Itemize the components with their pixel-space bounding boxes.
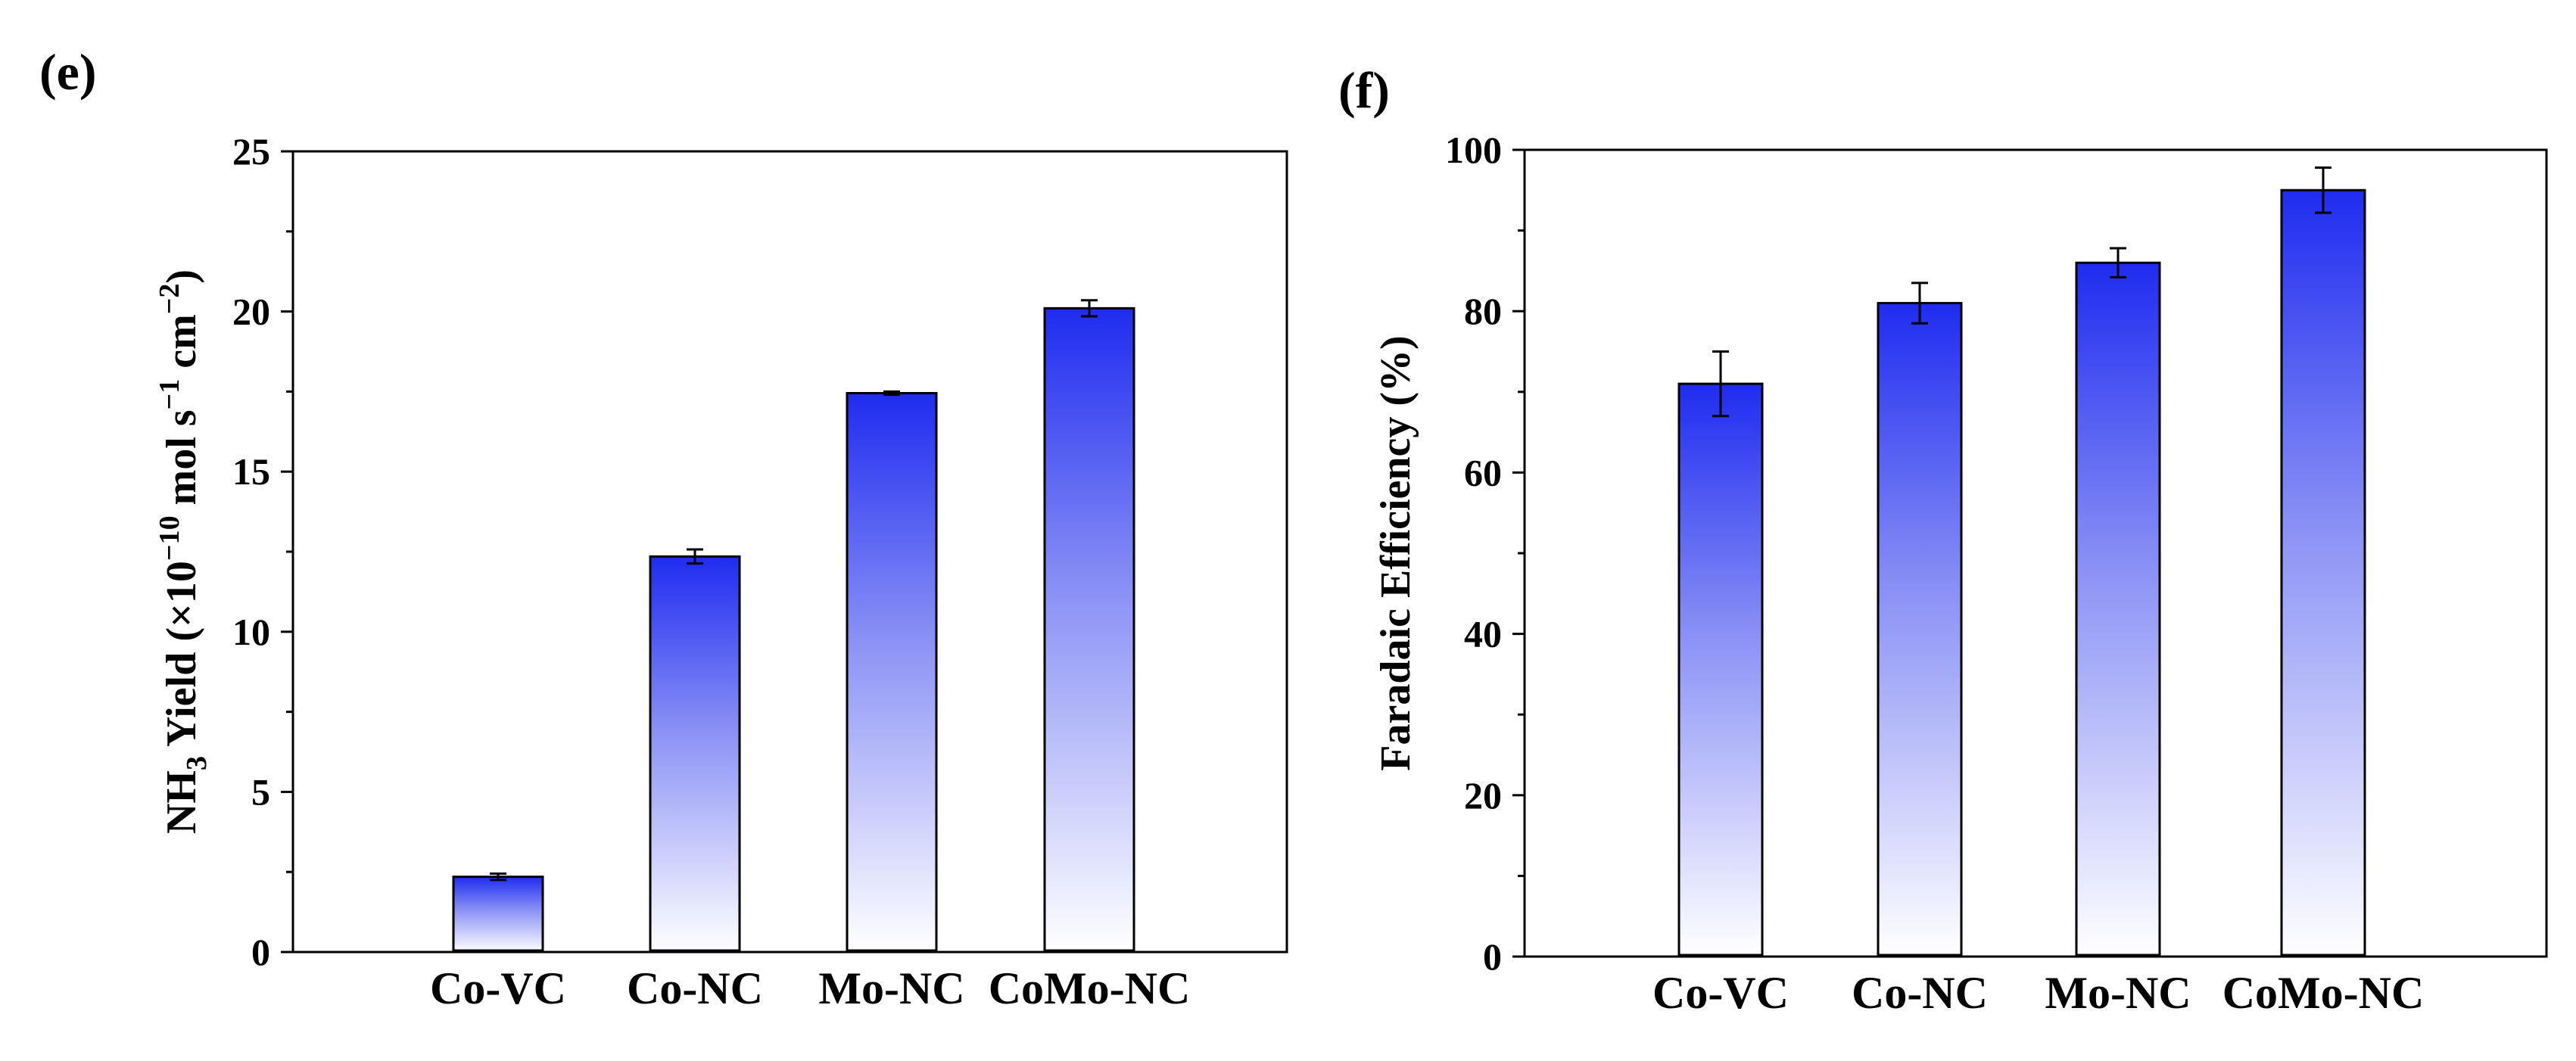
x-tick-label: Mo-NC — [2045, 968, 2191, 1018]
error-bar — [883, 390, 900, 397]
panel-label-e: (e) — [39, 43, 96, 101]
error-bar — [2315, 166, 2331, 214]
chart-panel-e: (e) 0 5 10 15 20 25 Co-VC Co-NC Mo-NC CoMo-NC NH… — [39, 43, 1288, 1013]
y-tick-label: 0 — [1483, 935, 1502, 978]
bar-co-vc — [452, 876, 544, 954]
y-tick-label: 20 — [232, 291, 270, 333]
y-axis-ticks-f: 0 20 40 60 80 100 — [1445, 129, 1525, 978]
y-tick-label: 15 — [232, 450, 270, 493]
x-tick-label: Co-NC — [1852, 968, 1988, 1018]
y-tick-label: 5 — [251, 770, 270, 813]
y-axis-ticks-e: 0 5 10 15 20 25 — [232, 130, 293, 973]
y-tick-label: 0 — [251, 931, 270, 973]
bar-co-nc — [1877, 302, 1963, 958]
x-tick-label: CoMo-NC — [2222, 968, 2425, 1018]
y-tick-label: 60 — [1464, 451, 1502, 493]
y-axis-title-e: NH3 Yield (×10−10 mol s−1 cm−2) — [154, 269, 213, 834]
y-tick-label: 10 — [232, 611, 270, 653]
bar-co-nc — [649, 555, 741, 954]
x-tick-label: Mo-NC — [818, 963, 964, 1013]
error-bar — [2110, 247, 2126, 278]
x-axis-labels-f: Co-VC Co-NC Mo-NC CoMo-NC — [1652, 968, 2424, 1018]
error-bar — [1911, 282, 1928, 325]
y-axis-title-f: Faradaic Efficiency (%) — [1372, 335, 1419, 770]
bars-f — [1677, 166, 2366, 958]
error-bar — [687, 548, 703, 565]
bar-como-nc — [1043, 306, 1135, 954]
error-bar — [1712, 350, 1729, 418]
panel-label-f: (f) — [1338, 61, 1390, 119]
y-tick-label: 20 — [1464, 774, 1502, 817]
y-tick-label: 80 — [1464, 290, 1502, 332]
bar-mo-nc — [846, 392, 938, 954]
error-bar — [490, 872, 506, 882]
plot-frame-e — [291, 150, 1288, 954]
bars-e — [452, 299, 1135, 954]
error-bar — [1081, 299, 1098, 318]
y-tick-label: 40 — [1464, 613, 1502, 655]
x-tick-label: Co-NC — [627, 963, 763, 1013]
x-axis-labels-e: Co-VC Co-NC Mo-NC CoMo-NC — [430, 963, 1190, 1013]
bar-mo-nc — [2075, 261, 2161, 958]
x-tick-label: Co-VC — [1652, 968, 1789, 1018]
y-tick-label: 100 — [1445, 129, 1502, 171]
x-tick-label: CoMo-NC — [989, 963, 1191, 1013]
y-tick-label: 25 — [232, 130, 270, 173]
bar-co-vc — [1677, 382, 1764, 958]
bar-como-nc — [2280, 188, 2366, 958]
x-tick-label: Co-VC — [430, 963, 566, 1013]
